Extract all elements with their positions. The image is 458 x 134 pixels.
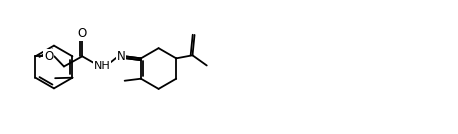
Text: O: O [77,27,87,40]
Text: N: N [116,50,125,63]
Text: O: O [44,50,53,63]
Text: NH: NH [94,62,110,72]
